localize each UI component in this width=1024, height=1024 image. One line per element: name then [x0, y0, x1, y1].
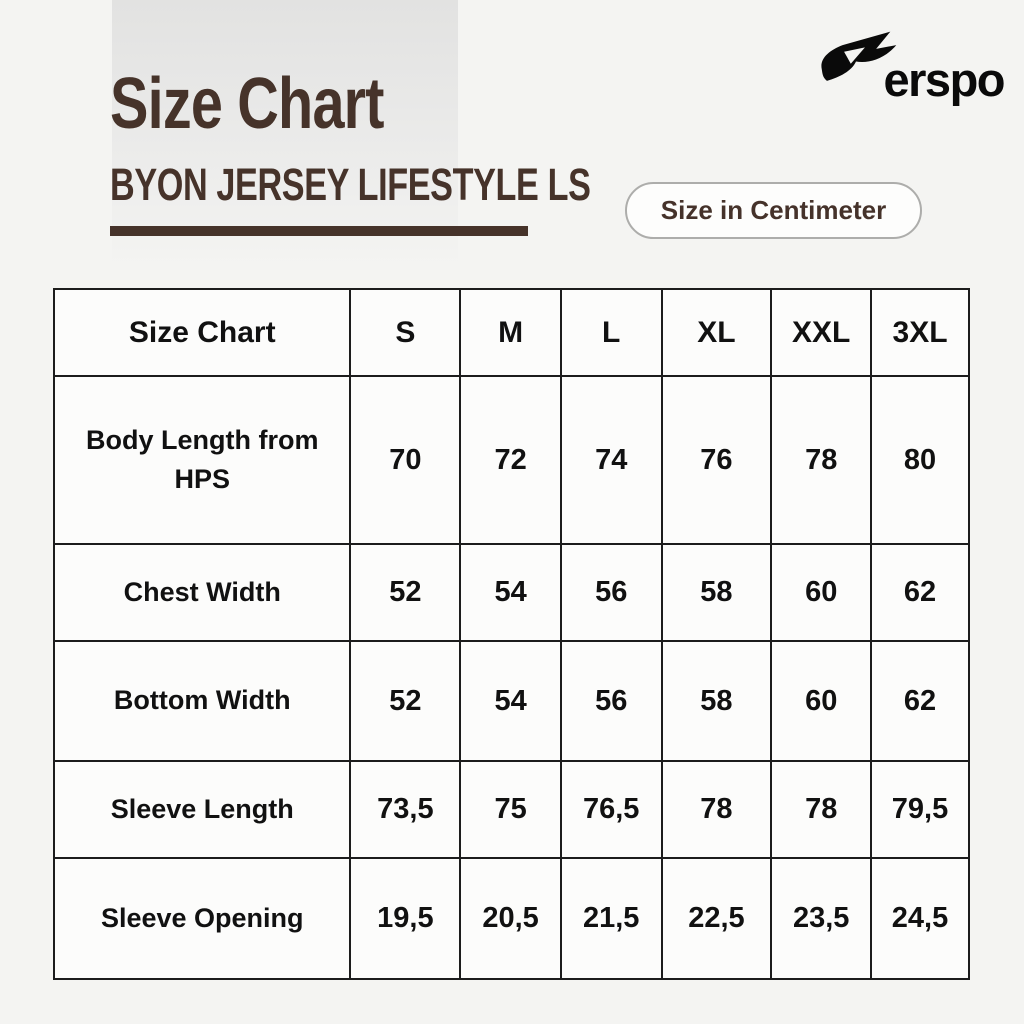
measurement-value: 22,5 — [660, 857, 773, 980]
title-backdrop — [112, 0, 458, 268]
measurement-value: 58 — [660, 640, 773, 762]
unit-badge-label: Size in Centimeter — [660, 195, 887, 225]
measurement-value: 24,5 — [870, 857, 970, 980]
measurement-value: 80 — [870, 375, 970, 545]
table-row: Sleeve Opening 19,5 20,5 21,5 22,5 23,5 24,5 — [52, 857, 970, 980]
measurement-label: Chest Width — [52, 543, 352, 642]
measurement-value: 23,5 — [770, 857, 873, 980]
measurement-value: 54 — [459, 543, 562, 642]
table-row: Sleeve Length 73,5 75 76,5 78 78 79,5 — [52, 760, 970, 859]
brand-logo: erspo — [818, 22, 1006, 107]
measurement-value: 54 — [459, 640, 562, 762]
table-row: Chest Width 52 54 56 58 60 62 — [52, 543, 970, 642]
size-column-header: 3XL — [870, 288, 970, 377]
unit-badge: Size in Centimeter — [625, 182, 922, 239]
size-column-header: S — [349, 288, 462, 377]
size-column-header: L — [559, 288, 663, 377]
measurement-value: 76,5 — [559, 760, 663, 859]
product-name: BYON JERSEY LIFESTYLE LS — [110, 159, 591, 210]
measurement-value: 52 — [349, 640, 462, 762]
corner-header-cell: Size Chart — [52, 288, 352, 377]
measurement-value: 73,5 — [349, 760, 462, 859]
size-table-body: Body Length from HPS 70 72 74 76 78 80 Chest Wi… — [52, 375, 970, 980]
flash-arrow-icon — [820, 31, 896, 81]
measurement-label: Sleeve Length — [52, 760, 352, 859]
measurement-value: 78 — [770, 375, 873, 545]
measurement-value: 62 — [870, 543, 970, 642]
measurement-value: 20,5 — [459, 857, 562, 980]
size-column-header: XL — [660, 288, 773, 377]
measurement-value: 78 — [770, 760, 873, 859]
measurement-value: 56 — [559, 640, 663, 762]
size-table-container: Size Chart S M L XL XXL 3XL Body Length from H… — [52, 288, 970, 980]
measurement-value: 75 — [459, 760, 562, 859]
measurement-value: 62 — [870, 640, 970, 762]
size-table-header-row: Size Chart S M L XL XXL 3XL — [52, 288, 970, 377]
measurement-value: 19,5 — [349, 857, 462, 980]
measurement-value: 78 — [660, 760, 773, 859]
measurement-value: 52 — [349, 543, 462, 642]
measurement-value: 79,5 — [870, 760, 970, 859]
measurement-value: 58 — [660, 543, 773, 642]
title-underline — [110, 226, 528, 236]
measurement-label: Bottom Width — [52, 640, 352, 762]
page-title: Size Chart — [110, 64, 384, 144]
measurement-value: 56 — [559, 543, 663, 642]
measurement-value: 60 — [770, 640, 873, 762]
measurement-value: 60 — [770, 543, 873, 642]
measurement-value: 76 — [660, 375, 773, 545]
brand-name: erspo — [883, 53, 1006, 107]
measurement-value: 21,5 — [559, 857, 663, 980]
measurement-label: Body Length from HPS — [52, 375, 352, 545]
size-table: Size Chart S M L XL XXL 3XL Body Length from H… — [52, 288, 970, 980]
measurement-value: 74 — [559, 375, 663, 545]
table-row: Body Length from HPS 70 72 74 76 78 80 — [52, 375, 970, 545]
size-column-header: M — [459, 288, 562, 377]
table-row: Bottom Width 52 54 56 58 60 62 — [52, 640, 970, 762]
size-column-header: XXL — [770, 288, 873, 377]
header-block: Size Chart BYON JERSEY LIFESTYLE LS — [110, 68, 742, 207]
measurement-value: 72 — [459, 375, 562, 545]
measurement-label: Sleeve Opening — [52, 857, 352, 980]
measurement-value: 70 — [349, 375, 462, 545]
